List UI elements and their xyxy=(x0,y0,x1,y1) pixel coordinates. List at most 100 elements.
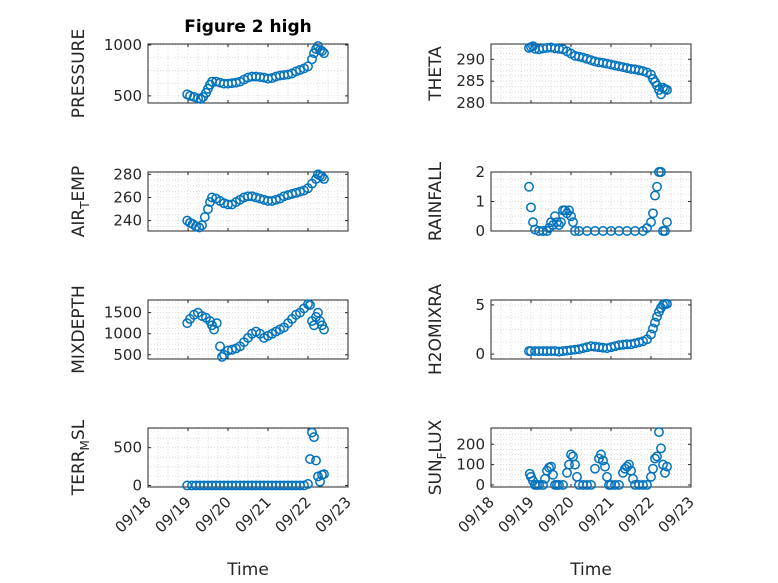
data-point xyxy=(662,461,672,472)
x-tick-label: 09/18 xyxy=(112,493,155,536)
y-tick-label: 280 xyxy=(456,94,485,112)
data-point xyxy=(656,443,666,454)
data-point xyxy=(319,173,329,184)
data-point xyxy=(648,323,658,334)
data-point xyxy=(662,217,672,228)
axes-frame xyxy=(490,299,692,360)
x-tick-label: 09/23 xyxy=(312,493,355,536)
y-tick-label: 285 xyxy=(456,72,485,90)
data-point xyxy=(638,480,648,490)
y-axis-label-main: H2OMIXRA xyxy=(426,284,446,375)
axes-frame xyxy=(490,43,692,104)
data-point xyxy=(271,194,281,205)
data-point xyxy=(568,217,578,228)
data-point xyxy=(570,459,580,470)
data-point xyxy=(652,311,662,322)
data-point xyxy=(648,208,658,219)
chart-title: Figure 2 high xyxy=(184,17,312,37)
x-tick-label: 09/19 xyxy=(495,493,538,536)
data-point xyxy=(548,469,558,480)
axes-frame xyxy=(147,299,349,360)
data-point xyxy=(534,480,544,490)
x-axis-label: Time xyxy=(226,560,269,580)
y-axis-label: AIRTEMP xyxy=(69,166,92,237)
y-tick-label: 260 xyxy=(113,188,142,206)
data-point xyxy=(642,480,652,490)
subplot-pressure: 500 1000 PRESSURE Figure 2 high xyxy=(69,17,349,118)
axes-box xyxy=(147,171,349,232)
data-point xyxy=(624,459,634,470)
y-axis-label-main: THETA xyxy=(426,46,446,102)
data-point xyxy=(662,298,672,309)
data-point xyxy=(652,451,662,462)
data-point xyxy=(598,455,608,466)
data-point xyxy=(564,205,574,216)
data-point xyxy=(303,61,313,72)
data-point xyxy=(307,427,317,438)
y-tick-label: 240 xyxy=(113,212,142,230)
y-tick-label: 2 xyxy=(475,163,485,181)
data-point xyxy=(566,449,576,460)
y-axis-label-main: AIR xyxy=(69,209,89,238)
data-point xyxy=(317,46,327,57)
x-tick-label: 09/19 xyxy=(152,493,195,536)
y-axis-label-main: RAINFALL xyxy=(426,161,446,241)
data-point xyxy=(660,226,670,236)
y-tick-label: 1 xyxy=(475,193,485,211)
y-axis-label-subscript: T xyxy=(78,201,92,210)
y-tick-label: 0 xyxy=(475,476,485,494)
data-point xyxy=(550,211,560,222)
data-point xyxy=(317,171,327,182)
y-axis-label-subscript: M xyxy=(78,440,92,450)
y-tick-label: 200 xyxy=(456,435,485,453)
y-axis-label-rest: LUX xyxy=(426,419,446,452)
x-axis-label: Time xyxy=(569,560,612,580)
axes-frame xyxy=(147,171,349,232)
y-tick-label: 5 xyxy=(475,296,485,314)
y-tick-label: 500 xyxy=(113,439,142,457)
y-tick-label: 500 xyxy=(113,346,142,364)
data-point xyxy=(309,432,319,443)
data-point xyxy=(570,226,580,236)
data-point xyxy=(600,461,610,472)
y-axis-label-subscript: F xyxy=(435,452,449,459)
data-point xyxy=(211,318,222,329)
data-point xyxy=(660,467,670,478)
x-tick-label: 09/18 xyxy=(455,493,498,536)
data-point xyxy=(524,181,534,192)
data-point xyxy=(538,226,548,236)
data-point xyxy=(556,217,566,228)
data-point xyxy=(207,192,217,203)
data-point xyxy=(646,329,656,340)
data-point xyxy=(528,41,538,52)
x-tick-label: 09/22 xyxy=(272,493,315,536)
data-point xyxy=(295,186,305,197)
subplot-h2omixra: 0 5 H2OMIXRA xyxy=(426,284,692,375)
data-point xyxy=(564,459,574,470)
data-point xyxy=(303,479,313,489)
y-axis-label: MIXDEPTH xyxy=(69,285,89,374)
data-point xyxy=(582,480,592,490)
y-tick-label: 0 xyxy=(475,345,485,363)
data-point xyxy=(648,463,658,474)
data-point xyxy=(586,480,596,490)
data-point xyxy=(590,463,600,474)
data-point xyxy=(650,453,660,464)
x-tick-label: 09/21 xyxy=(575,493,618,536)
y-axis-label: TERRMSL xyxy=(69,419,92,496)
y-axis-label: THETA xyxy=(426,46,446,102)
data-point xyxy=(610,480,620,490)
data-point xyxy=(596,449,606,460)
y-tick-label: 0 xyxy=(132,476,142,494)
data-point xyxy=(209,324,219,335)
data-point xyxy=(319,469,329,480)
x-tick-label: 09/21 xyxy=(232,493,275,536)
data-point xyxy=(650,190,660,201)
y-tick-label: 1500 xyxy=(104,304,142,322)
data-point xyxy=(194,222,205,233)
data-point xyxy=(628,473,638,484)
data-point xyxy=(315,476,325,487)
